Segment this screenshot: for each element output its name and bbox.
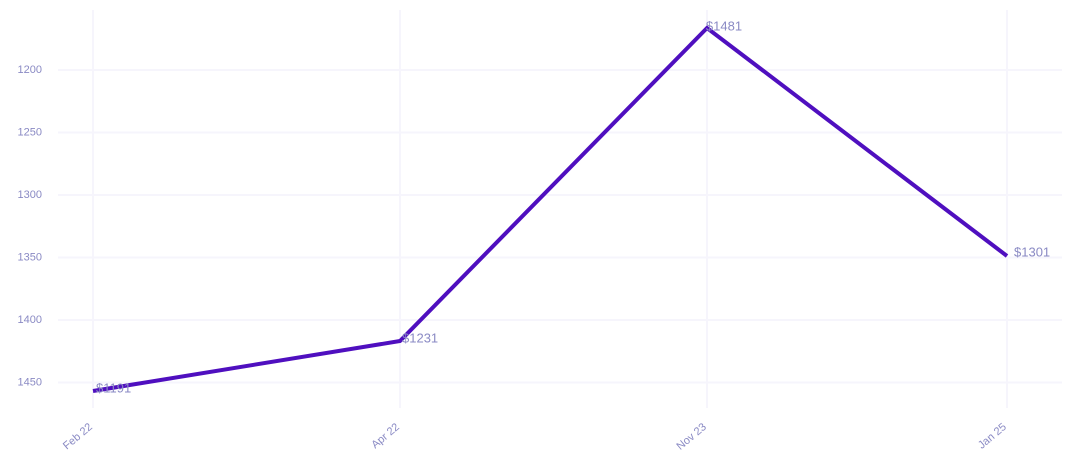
- y-tick-label: 1300: [18, 189, 42, 201]
- series-line: [92, 25, 1009, 393]
- data-point-label: $1481: [706, 18, 742, 33]
- y-tick-label: 1400: [18, 314, 42, 326]
- x-tick-label: Feb 22: [61, 421, 95, 452]
- x-tick-label: Apr 22: [369, 421, 402, 451]
- data-point-labels: $1191 $1231 $1481 $1301: [96, 18, 1050, 395]
- data-point-label: $1231: [402, 330, 438, 345]
- y-axis-tick-labels: 1200 1250 1300 1350 1400 1450: [18, 64, 42, 389]
- horizontal-gridlines: [58, 69, 1062, 384]
- y-tick-label: 1350: [18, 251, 42, 263]
- y-tick-label: 1450: [18, 376, 42, 388]
- x-axis-tick-labels: Feb 22 Apr 22 Nov 23 Jan 25: [61, 421, 1009, 453]
- x-tick-label: Jan 25: [976, 421, 1009, 451]
- y-tick-label: 1200: [18, 64, 42, 76]
- data-point-label: $1301: [1014, 244, 1050, 259]
- y-tick-label: 1250: [18, 126, 42, 138]
- data-point-label: $1191: [96, 380, 131, 395]
- x-tick-label: Nov 23: [675, 421, 709, 453]
